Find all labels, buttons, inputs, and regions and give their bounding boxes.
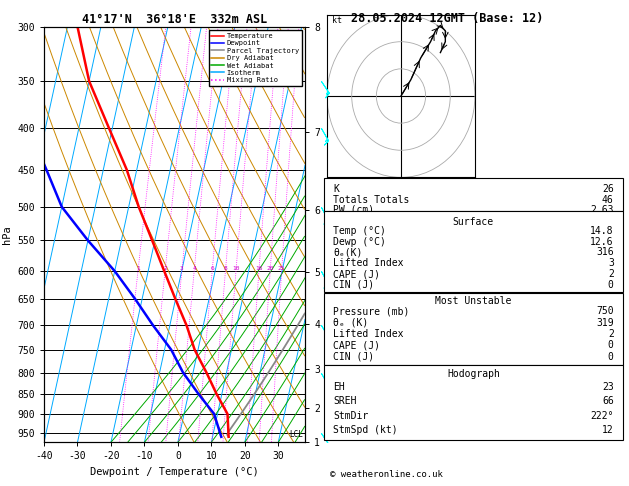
Legend: Temperature, Dewpoint, Parcel Trajectory, Dry Adiabat, Wet Adiabat, Isotherm, Mi: Temperature, Dewpoint, Parcel Trajectory… bbox=[208, 30, 301, 86]
Y-axis label: hPa: hPa bbox=[2, 225, 12, 244]
Text: 0: 0 bbox=[608, 340, 614, 350]
Text: Temp (°C): Temp (°C) bbox=[333, 226, 386, 236]
Text: 12.6: 12.6 bbox=[590, 237, 614, 247]
Text: 319: 319 bbox=[596, 318, 614, 328]
Text: SREH: SREH bbox=[333, 396, 357, 406]
Text: CIN (J): CIN (J) bbox=[333, 352, 374, 362]
Text: 0: 0 bbox=[608, 280, 614, 290]
Text: 16: 16 bbox=[255, 266, 263, 271]
Text: Lifted Index: Lifted Index bbox=[333, 259, 403, 268]
Text: 12: 12 bbox=[602, 425, 614, 435]
Text: 2: 2 bbox=[608, 329, 614, 339]
Text: 6: 6 bbox=[210, 266, 214, 271]
Text: Surface: Surface bbox=[453, 217, 494, 227]
Text: 46: 46 bbox=[602, 194, 614, 205]
Y-axis label: km
ASL: km ASL bbox=[331, 225, 347, 244]
Text: CAPE (J): CAPE (J) bbox=[333, 340, 380, 350]
Text: PW (cm): PW (cm) bbox=[333, 205, 374, 215]
Text: 23: 23 bbox=[602, 382, 614, 392]
Text: 4: 4 bbox=[192, 266, 196, 271]
Text: 14.8: 14.8 bbox=[590, 226, 614, 236]
Text: Lifted Index: Lifted Index bbox=[333, 329, 403, 339]
Text: © weatheronline.co.uk: © weatheronline.co.uk bbox=[330, 469, 443, 479]
Text: K: K bbox=[333, 184, 339, 194]
Text: 3: 3 bbox=[608, 259, 614, 268]
Text: 0: 0 bbox=[608, 352, 614, 362]
Text: Totals Totals: Totals Totals bbox=[333, 194, 409, 205]
Text: LCL: LCL bbox=[289, 430, 303, 439]
Text: StmSpd (kt): StmSpd (kt) bbox=[333, 425, 398, 435]
Text: Pressure (mb): Pressure (mb) bbox=[333, 307, 409, 316]
Text: StmDir: StmDir bbox=[333, 411, 368, 421]
Text: Hodograph: Hodograph bbox=[447, 369, 500, 379]
Text: 20: 20 bbox=[267, 266, 274, 271]
Text: 1: 1 bbox=[136, 266, 140, 271]
Text: EH: EH bbox=[333, 382, 345, 392]
Text: 25: 25 bbox=[278, 266, 286, 271]
Text: 8: 8 bbox=[223, 266, 227, 271]
Text: kt: kt bbox=[332, 16, 342, 25]
Title: 41°17'N  36°18'E  332m ASL: 41°17'N 36°18'E 332m ASL bbox=[82, 13, 267, 26]
Text: 316: 316 bbox=[596, 247, 614, 258]
Text: θₑ(K): θₑ(K) bbox=[333, 247, 362, 258]
Text: 28.05.2024 12GMT (Base: 12): 28.05.2024 12GMT (Base: 12) bbox=[351, 12, 543, 25]
Text: CAPE (J): CAPE (J) bbox=[333, 269, 380, 279]
Text: 10: 10 bbox=[232, 266, 240, 271]
Text: 26: 26 bbox=[602, 184, 614, 194]
Text: 2.63: 2.63 bbox=[590, 205, 614, 215]
X-axis label: Dewpoint / Temperature (°C): Dewpoint / Temperature (°C) bbox=[90, 467, 259, 477]
Text: 750: 750 bbox=[596, 307, 614, 316]
Text: 2: 2 bbox=[163, 266, 167, 271]
Text: θₑ (K): θₑ (K) bbox=[333, 318, 368, 328]
Text: 3: 3 bbox=[180, 266, 184, 271]
Text: 2: 2 bbox=[608, 269, 614, 279]
Text: 222°: 222° bbox=[590, 411, 614, 421]
Text: 66: 66 bbox=[602, 396, 614, 406]
Text: Most Unstable: Most Unstable bbox=[435, 296, 511, 306]
Text: CIN (J): CIN (J) bbox=[333, 280, 374, 290]
Text: Dewp (°C): Dewp (°C) bbox=[333, 237, 386, 247]
